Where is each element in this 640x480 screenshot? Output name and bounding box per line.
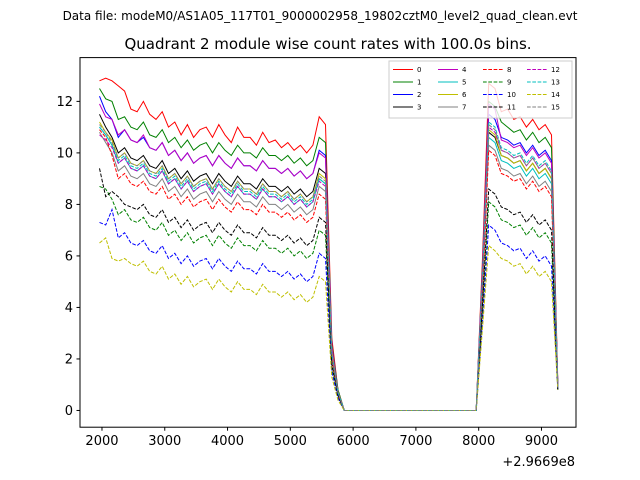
legend-label-9: 9 xyxy=(507,79,511,87)
legend-label-10: 10 xyxy=(507,91,516,99)
y-tick-label: 8 xyxy=(65,198,73,213)
y-tick-label: 6 xyxy=(65,249,73,264)
legend-label-7: 7 xyxy=(462,104,466,112)
x-tick-label: 6000 xyxy=(337,434,370,449)
legend-label-0: 0 xyxy=(417,66,421,74)
series-line-11 xyxy=(99,168,559,411)
legend-label-14: 14 xyxy=(551,91,560,99)
legend-label-5: 5 xyxy=(462,79,466,87)
legend-label-4: 4 xyxy=(462,66,467,74)
x-tick-label: 5000 xyxy=(274,434,307,449)
x-tick-label: 2000 xyxy=(85,434,118,449)
legend-label-12: 12 xyxy=(551,66,560,74)
legend-label-3: 3 xyxy=(417,104,421,112)
legend-frame xyxy=(388,60,573,119)
y-tick-label: 12 xyxy=(56,95,73,110)
plot-lines xyxy=(99,77,559,411)
y-tick-label: 0 xyxy=(65,404,73,419)
legend-label-11: 11 xyxy=(507,104,516,112)
legend-label-1: 1 xyxy=(417,79,421,87)
legend-label-6: 6 xyxy=(462,91,467,99)
x-tick-label: 3000 xyxy=(148,434,181,449)
chart-title: Quadrant 2 module wise count rates with … xyxy=(124,35,531,53)
x-tick-label: 4000 xyxy=(211,434,244,449)
x-tick-label: 9000 xyxy=(525,434,558,449)
x-offset-label: +2.9669e8 xyxy=(502,455,575,470)
x-tick-label: 7000 xyxy=(399,434,432,449)
legend-label-13: 13 xyxy=(551,79,560,87)
series-line-9 xyxy=(99,185,559,411)
x-axis: 2000 3000 4000 5000 6000 7000 8000 9000 xyxy=(85,427,558,449)
y-tick-label: 10 xyxy=(56,146,73,161)
legend-label-8: 8 xyxy=(507,66,511,74)
series-line-15 xyxy=(99,123,559,411)
figure-suptitle: Data file: modeM0/AS1A05_117T01_90000029… xyxy=(63,9,578,23)
series-line-14 xyxy=(99,237,559,411)
y-tick-label: 2 xyxy=(65,352,73,367)
legend-label-2: 2 xyxy=(417,91,421,99)
legend-label-15: 15 xyxy=(551,104,560,112)
y-axis: 0 2 4 6 8 10 12 xyxy=(56,95,80,419)
y-tick-label: 4 xyxy=(65,301,73,316)
x-tick-label: 8000 xyxy=(462,434,495,449)
plot-frame xyxy=(79,57,577,428)
series-line-8 xyxy=(99,129,559,411)
